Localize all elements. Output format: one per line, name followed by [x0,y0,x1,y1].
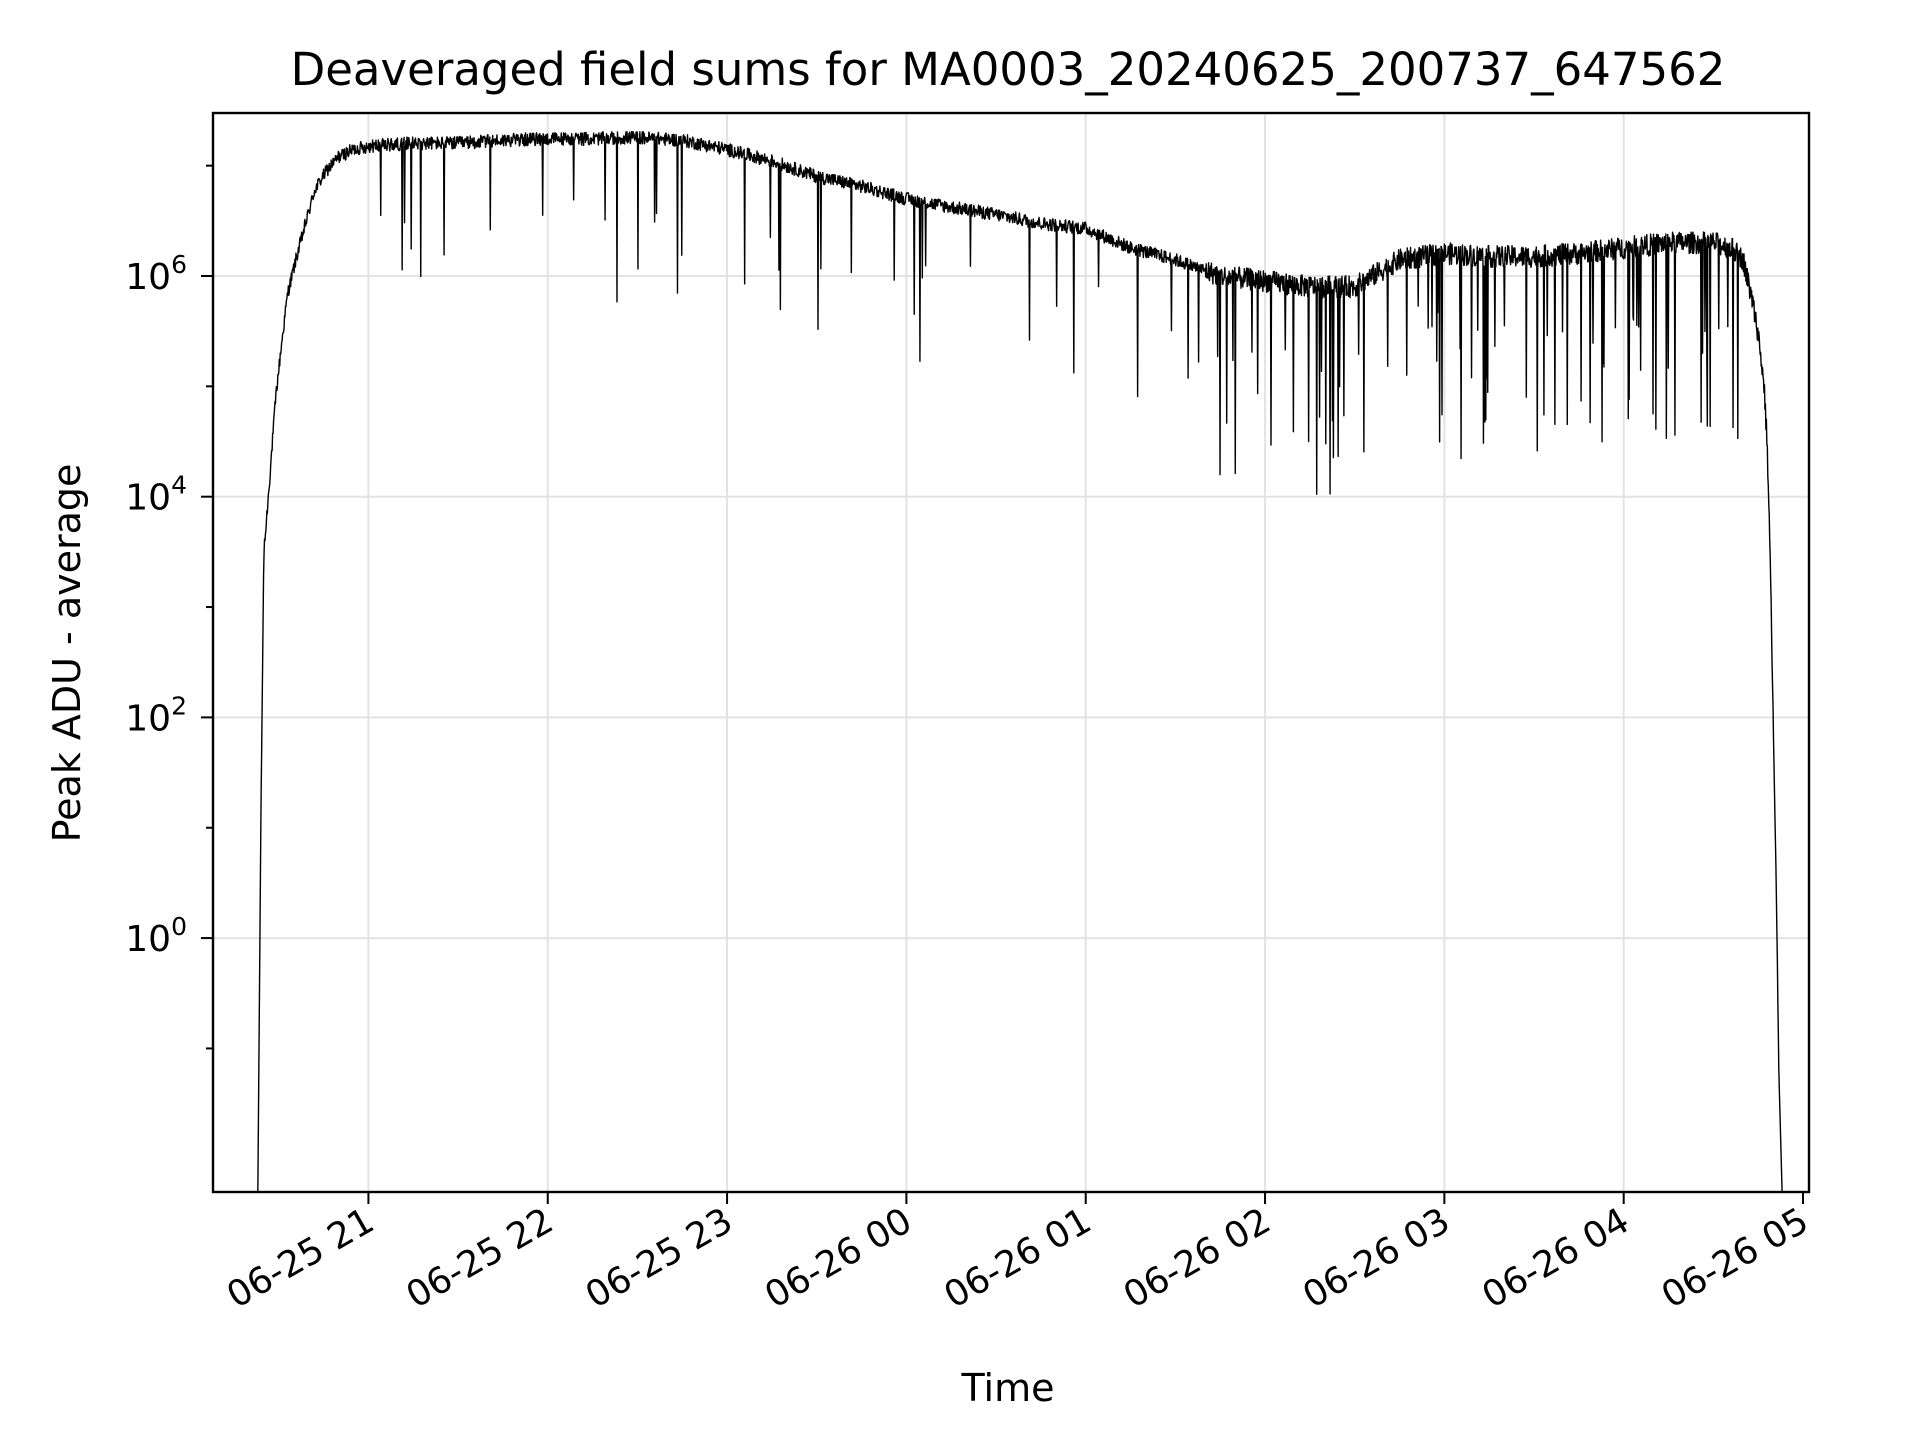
x-tick-label: 06-26 02 [1117,1200,1278,1316]
x-tick-label: 06-26 01 [938,1200,1099,1316]
x-tick-labels: 06-25 21 06-25 22 06-25 23 06-26 00 06-26 01… [220,1200,1815,1316]
x-tick-label: 06-25 21 [220,1200,381,1316]
y-tick-label: 104 [125,471,187,519]
x-tick-label: 06-25 22 [400,1200,561,1316]
y-tick-label: 106 [125,250,187,298]
chart-title: Deaveraged field sums for MA0003_2024062… [291,43,1726,96]
series-line [257,130,1783,1193]
x-tick-label: 06-26 04 [1476,1200,1637,1316]
x-tick-label: 06-26 03 [1296,1200,1457,1316]
y-axis-label: Peak ADU - average [45,464,89,843]
plot-frame [211,111,1811,1194]
x-axis-label: Time [961,1366,1055,1410]
y-tick-label: 102 [125,691,187,739]
x-tick-label: 06-25 23 [579,1200,740,1316]
tick-marks [201,164,1805,1204]
series-layer [257,130,1783,1193]
y-tick-label: 100 [125,912,187,960]
x-tick-label: 06-26 05 [1655,1200,1816,1316]
x-tick-label: 06-26 00 [758,1200,919,1316]
y-tick-labels: 106 104 102 100 [125,250,187,960]
grid-lines [213,113,1809,1192]
